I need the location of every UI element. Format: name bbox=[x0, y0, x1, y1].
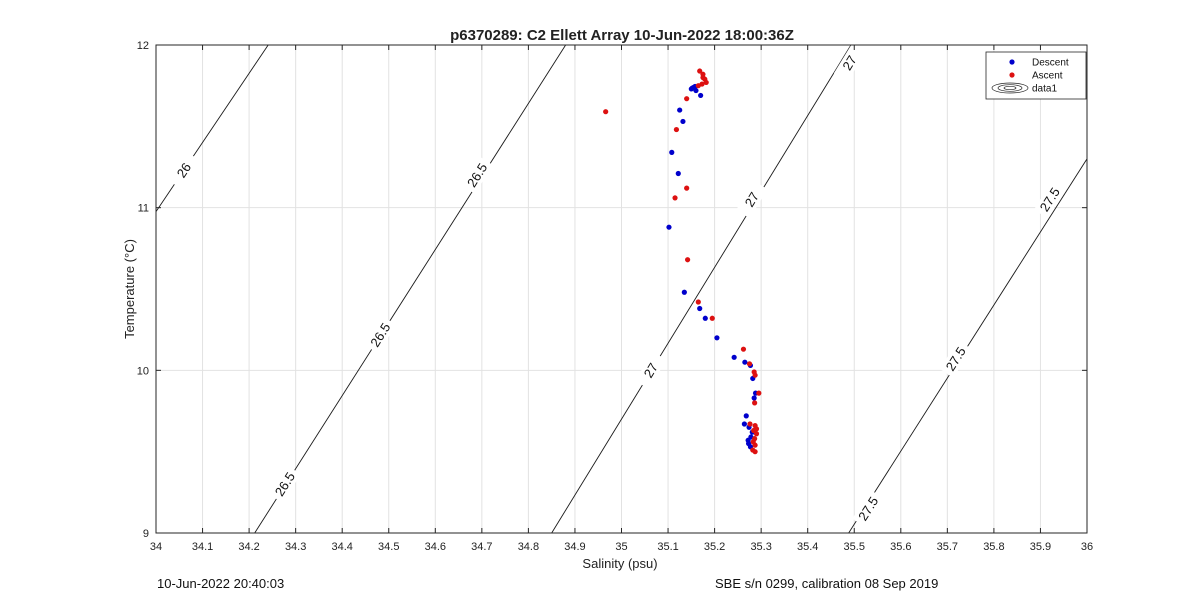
descent-point bbox=[666, 224, 672, 230]
x-tick-label: 34.1 bbox=[192, 541, 213, 553]
descent-point bbox=[731, 354, 737, 360]
ascent-point bbox=[756, 390, 762, 396]
descent-point bbox=[741, 421, 747, 427]
x-tick-label: 34 bbox=[150, 541, 162, 553]
ascent-point bbox=[684, 96, 690, 102]
axis-ticks: 34 34.1 34.2 34.3 34.4 34.5 34.6 34.7 34.8 34.9 35… bbox=[137, 40, 1093, 553]
chart-title: p6370289: C2 Ellett Array 10-Jun-2022 18… bbox=[450, 27, 794, 44]
ascent-point bbox=[672, 195, 678, 201]
x-tick-label: 35.6 bbox=[890, 541, 911, 553]
contour-label-bg bbox=[269, 465, 301, 503]
ascent-point bbox=[697, 68, 703, 74]
y-axis-label: Temperature (°C) bbox=[122, 239, 137, 339]
contour-label-bg bbox=[167, 151, 201, 189]
ascent-point bbox=[673, 126, 680, 133]
contour-line-27 bbox=[551, 44, 852, 534]
contour-label-bg bbox=[852, 489, 885, 528]
x-tick-label: 35.3 bbox=[750, 541, 771, 553]
ascent-point bbox=[746, 361, 753, 367]
x-tick-label: 35.5 bbox=[844, 541, 865, 553]
contour-label-bg bbox=[461, 156, 494, 194]
x-tick-label: 35.4 bbox=[797, 541, 818, 553]
contour-line-27.5 bbox=[848, 158, 1088, 534]
descent-point bbox=[681, 289, 687, 295]
ascent-point bbox=[684, 185, 690, 191]
descent-point bbox=[677, 107, 683, 113]
legend-box bbox=[985, 51, 1087, 100]
x-tick-label: 35.1 bbox=[657, 541, 678, 553]
descent-point bbox=[698, 92, 704, 99]
contour-label-bg bbox=[364, 316, 397, 354]
legend-label-ascent: Ascent bbox=[1032, 71, 1063, 82]
x-tick-label: 34.3 bbox=[285, 541, 306, 553]
contour-label-26: 26 bbox=[174, 160, 195, 180]
x-tick-label: 35 bbox=[615, 541, 627, 553]
legend-label-descent: Descent bbox=[1032, 58, 1069, 69]
ascent-point bbox=[753, 431, 760, 437]
x-tick-label: 34.6 bbox=[425, 541, 446, 553]
contour-line-26.5 bbox=[254, 44, 567, 534]
y-tick-label: 12 bbox=[137, 40, 149, 52]
legend: Descent Ascent data1 bbox=[985, 51, 1087, 100]
contour-label-bg bbox=[939, 340, 972, 378]
descent-point bbox=[675, 170, 681, 177]
ascent-point bbox=[685, 257, 691, 263]
ascent-point bbox=[603, 109, 609, 115]
descent-point bbox=[689, 85, 695, 91]
y-tick-label: 11 bbox=[138, 203, 149, 215]
ascent-point bbox=[752, 400, 758, 406]
ascent-point bbox=[752, 449, 758, 455]
descent-point bbox=[743, 413, 749, 419]
contour-label-bg bbox=[736, 180, 768, 219]
x-axis-label: Salinity (psu) bbox=[582, 556, 657, 571]
footer-timestamp: 10-Jun-2022 20:40:03 bbox=[157, 576, 284, 591]
legend-contour-icon bbox=[991, 82, 1029, 94]
contour-label-27: 27 bbox=[839, 53, 859, 73]
contour-label-27: 27 bbox=[641, 360, 661, 380]
contour-label-bg bbox=[1033, 180, 1066, 219]
ascent-point bbox=[695, 83, 701, 89]
x-tick-label: 34.2 bbox=[238, 541, 259, 553]
x-tick-label: 34.8 bbox=[518, 541, 539, 553]
contour-label-bg bbox=[635, 351, 667, 390]
x-tick-label: 35.7 bbox=[937, 541, 958, 553]
y-tick-label: 10 bbox=[137, 365, 149, 377]
x-tick-label: 36 bbox=[1081, 541, 1093, 553]
data-points bbox=[603, 68, 762, 455]
ascent-point bbox=[752, 442, 758, 448]
x-tick-label: 35.2 bbox=[704, 541, 725, 553]
descent-point bbox=[714, 335, 720, 341]
x-tick-label: 34.5 bbox=[378, 541, 399, 553]
descent-point bbox=[680, 118, 686, 125]
ascent-point bbox=[709, 315, 715, 321]
x-tick-label: 34.7 bbox=[471, 541, 492, 553]
legend-label-data1: data1 bbox=[1032, 84, 1057, 95]
x-tick-label: 34.9 bbox=[564, 541, 585, 553]
descent-point bbox=[702, 315, 708, 321]
descent-point bbox=[742, 359, 748, 365]
y-tick-label: 9 bbox=[143, 528, 149, 540]
ascent-point bbox=[703, 79, 709, 86]
footer-calibration: SBE s/n 0299, calibration 08 Sep 2019 bbox=[715, 576, 938, 591]
x-tick-label: 35.9 bbox=[1030, 541, 1051, 553]
ascent-point bbox=[740, 346, 747, 352]
descent-point bbox=[693, 87, 699, 94]
x-tick-label: 34.4 bbox=[331, 541, 352, 553]
grid-lines bbox=[155, 44, 1088, 534]
descent-point bbox=[669, 149, 675, 155]
ascent-point bbox=[747, 421, 753, 427]
ascent-point bbox=[695, 299, 701, 305]
ascent-point bbox=[700, 74, 706, 81]
x-tick-label: 35.8 bbox=[983, 541, 1004, 553]
descent-point bbox=[751, 395, 757, 401]
contour-label-27: 27 bbox=[742, 189, 762, 209]
contour-label-bg bbox=[833, 44, 866, 82]
legend-marker-ascent bbox=[1009, 72, 1015, 78]
legend-marker-descent bbox=[1009, 59, 1015, 65]
ascent-point bbox=[752, 372, 758, 378]
descent-point bbox=[697, 305, 703, 312]
